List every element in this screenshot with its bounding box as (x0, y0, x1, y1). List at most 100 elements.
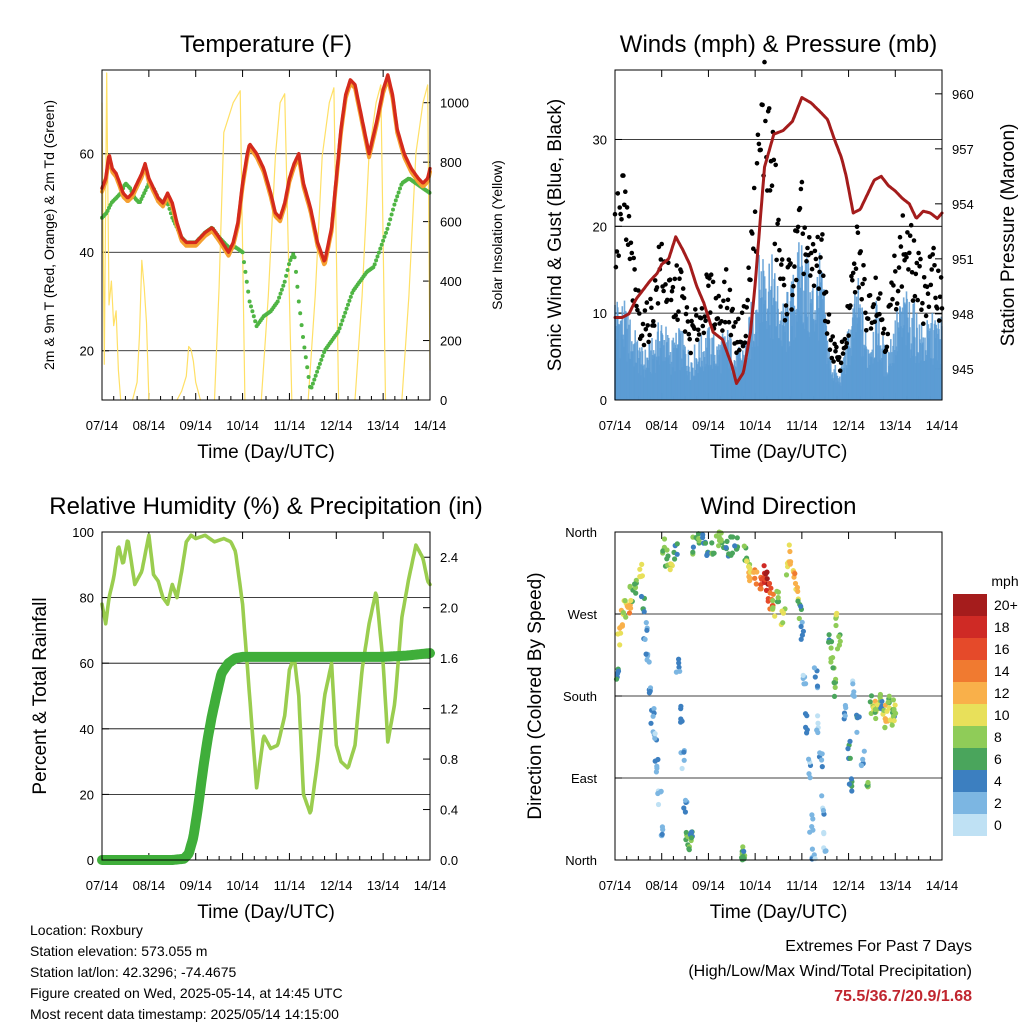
direction-point (768, 585, 774, 591)
direction-point (860, 756, 866, 763)
gust-point (676, 309, 681, 314)
direction-point (783, 572, 790, 578)
gust-point (853, 266, 859, 272)
humidity-xtick-label: 11/14 (274, 878, 306, 893)
gust-point (878, 291, 883, 296)
humidity-ylabel-left: Percent & Total Rainfall (30, 597, 51, 794)
direction-point (849, 788, 855, 794)
direction-point (615, 668, 622, 674)
direction-point (810, 816, 816, 822)
dewpoint-point (343, 310, 348, 315)
dewpoint-point (348, 294, 353, 299)
gust-point (655, 301, 661, 306)
gust-point (933, 295, 938, 301)
direction-point (800, 672, 806, 679)
dewpoint-point (372, 262, 377, 267)
gust-point (737, 347, 742, 353)
temperature-ytick-right-label: 1000 (440, 96, 469, 111)
direction-point (807, 775, 813, 781)
gust-point (651, 323, 657, 328)
latest-timestamp: Most recent data timestamp: 2025/05/14 1… (30, 1006, 339, 1022)
direction-point (681, 749, 687, 755)
winds-title: Winds (mph) & Pressure (mb) (620, 31, 937, 58)
direction-point (882, 724, 888, 730)
gust-point (723, 267, 729, 272)
colorbar-swatch (953, 748, 987, 770)
direction-point (848, 776, 855, 782)
direction-point (817, 750, 823, 756)
direction-plot-frame (614, 531, 943, 861)
gust-point (629, 250, 635, 256)
dewpoint-series (100, 176, 432, 390)
gust-point (642, 308, 648, 313)
direction-point (688, 829, 695, 835)
dewpoint-point (344, 306, 349, 311)
gust-point (851, 261, 857, 267)
temperature-ytick-left-label: 60 (80, 147, 94, 162)
gust-point (708, 272, 714, 278)
direction-point (710, 550, 716, 557)
winds-xtick-label: 07/14 (599, 418, 632, 433)
direction-point (644, 627, 650, 633)
colorbar-swatch (953, 770, 987, 792)
gust-point (721, 298, 726, 304)
direction-point (798, 636, 804, 642)
gust-point (900, 213, 906, 218)
gust-point (921, 321, 926, 327)
gust-point (780, 276, 786, 282)
dewpoint-point (315, 369, 320, 374)
direction-point (617, 642, 623, 648)
humidity-xtick-label: 14/14 (414, 878, 447, 893)
winds-ylabel-left: Sonic Wind & Gust (Blue, Black) (545, 99, 566, 371)
gust-point (694, 337, 700, 343)
gust-point (624, 205, 630, 210)
gust-point (758, 147, 763, 153)
direction-point (732, 543, 738, 549)
gust-point (695, 327, 701, 333)
direction-point (865, 779, 871, 786)
direction-point (688, 835, 695, 841)
dewpoint-point (247, 299, 252, 304)
dewpoint-point (296, 299, 301, 304)
colorbar-label: 10 (994, 707, 1010, 723)
gust-series (612, 59, 945, 374)
winds-ytick-right-label: 954 (952, 197, 974, 212)
gust-point (656, 244, 662, 250)
gust-point (616, 253, 621, 258)
gust-point (867, 293, 873, 298)
gust-point (829, 355, 835, 361)
gust-point (702, 314, 707, 319)
gust-point (808, 273, 813, 278)
dewpoint-point (253, 319, 258, 324)
colorbar-label: 18 (994, 619, 1010, 635)
extremes-block: Extremes For Past 7 Days (High/Low/Max W… (688, 934, 972, 1009)
dewpoint-point (388, 217, 393, 222)
gust-point (680, 286, 686, 291)
direction-point (799, 619, 805, 625)
gust-point (746, 265, 751, 271)
colorbar-label: 2 (994, 795, 1002, 811)
direction-point (815, 729, 821, 736)
gust-point (831, 359, 836, 364)
direction-point (831, 693, 838, 700)
dewpoint-point (391, 207, 395, 212)
gust-point (686, 331, 692, 337)
gust-point (619, 217, 624, 222)
gust-point (854, 224, 860, 230)
station-latlon: Station lat/lon: 42.3296; -74.4675 (30, 964, 237, 980)
humidity-ytick-right-label: 1.6 (440, 651, 458, 666)
direction-point (757, 586, 763, 592)
gust-point (810, 241, 816, 247)
dewpoint-point (281, 283, 286, 288)
colorbar-swatch (953, 726, 987, 748)
gust-point (736, 316, 741, 322)
gust-point (767, 188, 773, 193)
gust-point (929, 267, 934, 272)
direction-point (809, 824, 815, 830)
direction-point (798, 623, 804, 630)
colorbar-swatch (953, 704, 987, 726)
direction-point (679, 718, 685, 724)
direction-xtick-label: 13/14 (879, 878, 912, 893)
gust-point (637, 311, 642, 316)
station-location: Location: Roxbury (30, 922, 143, 938)
